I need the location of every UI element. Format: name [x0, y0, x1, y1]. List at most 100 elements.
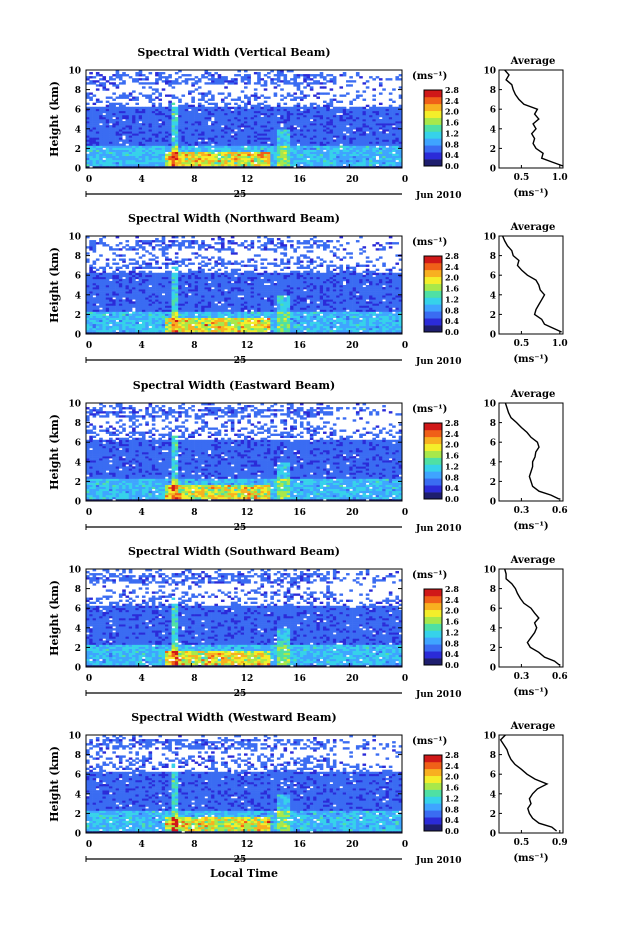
heatmap-cell [283, 165, 288, 169]
heatmap-cell [86, 311, 90, 314]
heatmap-cell [184, 151, 189, 155]
heatmap-cell [237, 137, 242, 140]
heatmap-cell [329, 123, 334, 126]
heatmap-cell [174, 123, 179, 126]
heatmap-cell [99, 157, 103, 161]
heatmap-cell [112, 108, 116, 112]
heatmap-cell [102, 301, 107, 304]
heatmap-cell [273, 323, 278, 327]
heatmap-cell [227, 317, 232, 321]
heatmap-cell [135, 80, 139, 83]
heatmap-cell [270, 331, 274, 335]
heatmap-cell [161, 327, 166, 331]
heatmap-cell [184, 112, 189, 116]
heatmap-cell [89, 329, 93, 333]
heatmap-cell [378, 303, 383, 306]
heatmap-cell [336, 311, 340, 314]
heatmap-cell [234, 157, 238, 161]
heatmap-cell [296, 165, 301, 169]
heatmap-cell [138, 114, 143, 118]
heatmap-cell [197, 323, 202, 327]
heatmap-cell [95, 313, 100, 316]
heatmap-cell [378, 163, 383, 167]
heatmap-cell [105, 114, 110, 118]
heatmap-cell [299, 317, 304, 321]
heatmap-cell [155, 161, 159, 165]
heatmap-cell [95, 80, 100, 83]
heatmap-cell [92, 125, 97, 128]
heatmap-cell [395, 139, 400, 142]
heatmap-cell [125, 163, 130, 167]
heatmap-cell [293, 139, 297, 142]
heatmap-cell [135, 331, 139, 335]
heatmap-cell [138, 323, 143, 327]
heatmap-cell [128, 131, 133, 134]
heatmap-cell [95, 110, 100, 114]
heatmap-cell [286, 127, 291, 130]
heatmap-cell [188, 137, 192, 140]
heatmap-cell [250, 153, 255, 157]
heatmap-cell [332, 108, 337, 112]
heatmap-cell [237, 323, 242, 327]
heatmap-cell [332, 299, 337, 302]
heatmap-cell [309, 110, 314, 114]
heatmap-cell [115, 74, 120, 77]
heatmap-cell [332, 307, 337, 310]
heatmap-cell [214, 145, 218, 148]
heatmap-cell [339, 325, 344, 329]
heatmap-cell [250, 331, 255, 335]
heatmap-cell [336, 145, 340, 148]
heatmap-cell [286, 147, 291, 150]
heatmap-cell [174, 96, 179, 99]
heatmap-cell [293, 127, 297, 130]
heatmap-cell [280, 72, 284, 75]
heatmap-cell [290, 112, 294, 116]
heatmap-cell [211, 153, 215, 157]
heatmap-cell [290, 139, 294, 142]
heatmap-cell [323, 141, 327, 144]
heatmap-cell [224, 125, 228, 128]
heatmap-cell [234, 149, 238, 152]
heatmap-cell [339, 127, 344, 130]
heatmap-cell [230, 301, 235, 304]
heatmap-cell [171, 305, 176, 308]
heatmap-cell [151, 143, 156, 146]
heatmap-cell [112, 315, 116, 318]
heatmap-cell [211, 159, 215, 163]
heatmap-cell [244, 153, 248, 157]
heatmap-cell [349, 145, 353, 148]
heatmap-cell [112, 114, 116, 118]
heatmap-cell [230, 165, 235, 169]
heatmap-cell [109, 147, 113, 150]
heatmap-cell [132, 106, 136, 110]
heatmap-cell [286, 153, 291, 157]
heatmap-cell [86, 145, 90, 148]
heatmap-cell [217, 133, 222, 136]
heatmap-cell [128, 155, 133, 159]
heatmap-cell [89, 141, 93, 144]
heatmap-cell [303, 104, 307, 108]
heatmap-cell [194, 159, 199, 163]
heatmap-cell [339, 108, 344, 112]
heatmap-cell [201, 116, 205, 120]
heatmap-cell [237, 325, 242, 329]
heatmap-cell [247, 108, 251, 112]
heatmap-cell [375, 323, 380, 327]
heatmap-cell [151, 157, 156, 161]
heatmap-cell [95, 327, 100, 331]
heatmap-cell [118, 145, 123, 148]
heatmap-cell [280, 135, 284, 138]
heatmap-cell [227, 331, 232, 335]
heatmap-cell [151, 125, 156, 128]
heatmap-cell [171, 313, 176, 316]
heatmap-cell [355, 74, 360, 77]
heatmap-cell [89, 123, 93, 126]
heatmap-cell [346, 165, 350, 169]
heatmap-cell [388, 125, 393, 128]
heatmap-cell [214, 323, 218, 327]
heatmap-cell [388, 153, 393, 157]
heatmap-cell [359, 331, 363, 335]
heatmap-cell [132, 311, 136, 314]
heatmap-cell [392, 116, 396, 120]
heatmap-cell [174, 145, 179, 148]
